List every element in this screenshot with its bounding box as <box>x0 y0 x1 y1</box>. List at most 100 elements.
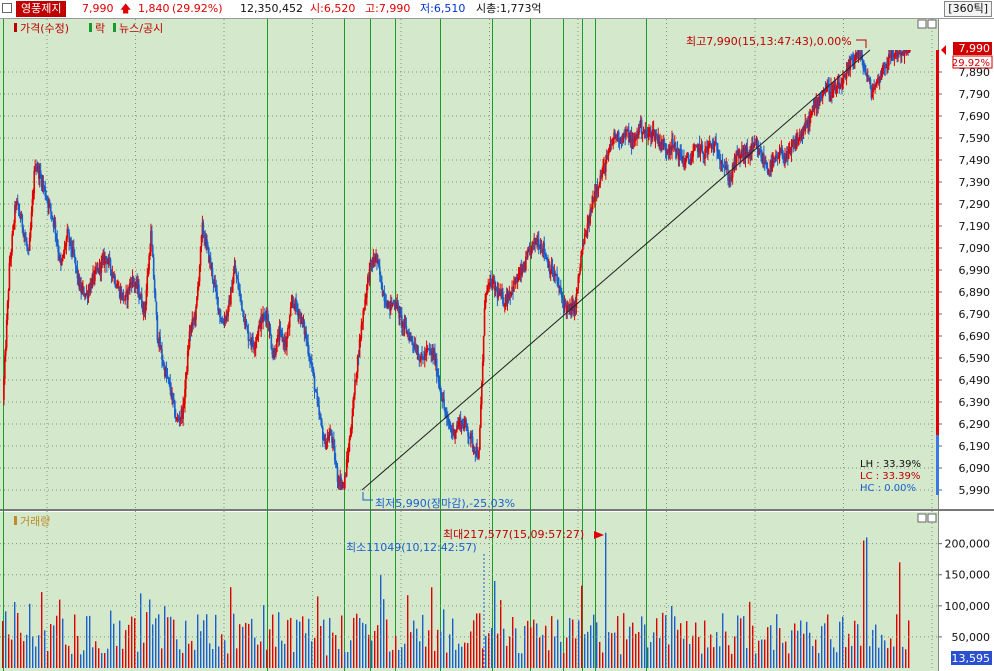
volume-bar <box>119 620 121 668</box>
candle-body <box>88 289 91 293</box>
candle-body <box>469 433 472 439</box>
candle-body <box>220 321 223 323</box>
min-price-annotation: 최저5,990(장마감),-25.03% <box>375 497 515 510</box>
candle-body <box>406 331 409 334</box>
candle-body <box>456 425 458 431</box>
candle-body <box>704 149 706 159</box>
candle-body <box>871 91 874 99</box>
candle-body <box>382 291 385 296</box>
candle-body <box>511 286 513 292</box>
candle-body <box>879 76 882 80</box>
volume-panel-close-icon[interactable] <box>927 513 937 523</box>
candle-body <box>667 149 670 153</box>
candle-body <box>64 246 67 248</box>
legend-news[interactable]: 뉴스/공시 <box>119 22 163 35</box>
legend-price[interactable]: 가격(수정) <box>20 22 69 35</box>
candle-body <box>681 157 683 163</box>
volume-bar <box>563 653 565 668</box>
candle-body <box>289 307 292 317</box>
volume-bar <box>707 647 709 668</box>
candle-body <box>756 143 759 149</box>
candle-body <box>262 314 264 322</box>
volume-bar <box>734 636 736 668</box>
candle-body <box>200 235 203 247</box>
candle-body <box>538 247 541 250</box>
candle-body <box>144 304 147 314</box>
volume-bar <box>152 624 154 668</box>
volume-bar <box>866 537 868 668</box>
volume-bar <box>476 613 478 668</box>
candle-body <box>147 270 149 277</box>
volume-bar <box>287 619 289 668</box>
candle-body <box>399 310 401 319</box>
candle-body <box>296 306 298 309</box>
volume-bar <box>482 648 484 668</box>
candle-body <box>336 466 339 482</box>
candle-body <box>482 335 485 363</box>
candle-body <box>126 291 128 301</box>
volume-panel-minimize-icon[interactable] <box>917 513 927 523</box>
candle-body <box>310 361 313 367</box>
candle-body <box>794 139 796 149</box>
candle-body <box>352 400 354 417</box>
volume-bar <box>773 649 775 668</box>
volume-bar <box>50 624 52 668</box>
volume-bar <box>896 614 898 668</box>
candle-body <box>518 273 521 276</box>
tick-interval-button[interactable]: [360틱] <box>944 1 992 17</box>
candle-body <box>822 91 825 95</box>
legend-drop[interactable]: 락 <box>95 22 105 35</box>
candle-body <box>28 237 31 251</box>
candle-body <box>425 348 428 356</box>
candle-body <box>581 250 583 256</box>
candle-body <box>438 382 441 386</box>
volume-bar <box>89 615 91 668</box>
candle-body <box>268 327 271 331</box>
volume-bar <box>128 624 130 668</box>
price-panel-close-icon[interactable] <box>927 19 937 29</box>
volume-bar <box>536 623 538 668</box>
volume-bar <box>149 599 151 668</box>
candle-body <box>605 155 608 161</box>
candle-body <box>614 132 616 139</box>
stock-name[interactable]: 영풍제지 <box>16 1 67 17</box>
candle-body <box>443 398 445 408</box>
candle-body <box>163 364 165 366</box>
candle-body <box>837 82 840 84</box>
window-checkbox[interactable] <box>2 3 12 13</box>
candle-body <box>95 267 97 270</box>
trend-line[interactable] <box>361 49 871 491</box>
candle-body <box>868 79 871 81</box>
price-panel-minimize-icon[interactable] <box>917 19 927 29</box>
volume-bar <box>575 638 577 668</box>
candle-body <box>228 299 230 307</box>
volume-bar <box>590 625 592 668</box>
volume-bar <box>788 653 790 668</box>
volume-bar <box>845 647 847 668</box>
candle-body <box>724 167 727 169</box>
candle-body <box>123 300 126 302</box>
candle-body <box>889 56 892 58</box>
y-tick-label: 150,000 <box>945 569 991 582</box>
candle-body <box>894 53 897 55</box>
candle-body <box>9 258 12 263</box>
legend-volume[interactable]: 거래량 <box>20 515 50 528</box>
candle-body <box>594 191 596 202</box>
candle-body <box>672 138 674 146</box>
volume-bar <box>125 630 127 668</box>
candle-body <box>202 222 205 235</box>
candle-body <box>888 54 890 66</box>
candle-body <box>537 239 540 248</box>
current-volume-box-label: 13,595 <box>952 652 991 665</box>
candle-body <box>72 247 75 255</box>
candle-body <box>401 315 403 328</box>
candle-body <box>670 147 672 151</box>
candle-body <box>907 50 909 53</box>
candle-body <box>768 170 771 172</box>
volume-bar <box>35 646 37 668</box>
volume-bar <box>488 633 490 668</box>
candle-body <box>410 335 412 337</box>
candle-body <box>168 378 171 382</box>
candle-body <box>604 164 606 172</box>
candle-body <box>13 223 15 226</box>
